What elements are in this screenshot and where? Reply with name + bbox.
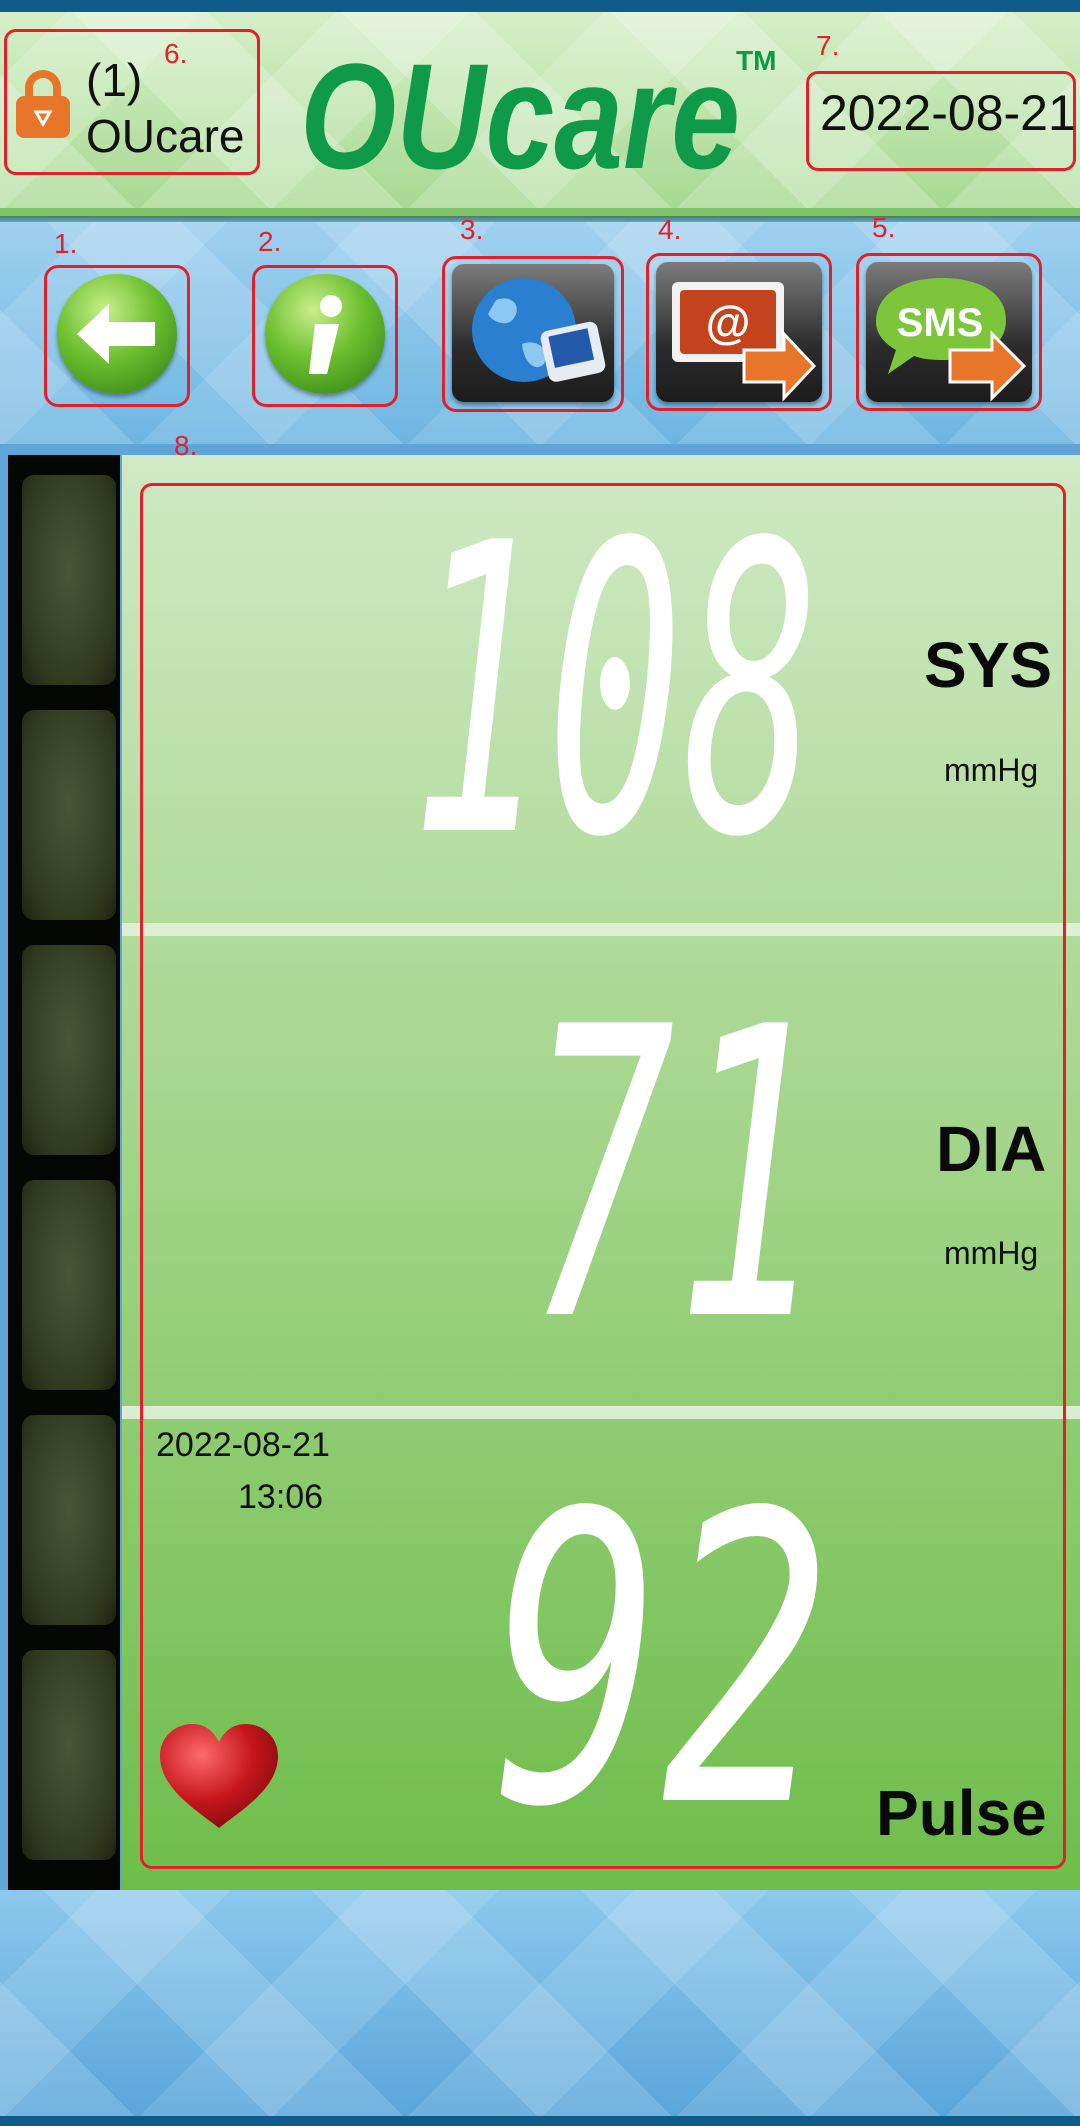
history-strip: [8, 455, 120, 1890]
email-send-icon: @: [656, 262, 822, 402]
dia-unit: mmHg: [944, 1235, 1039, 1271]
marker-4: 4.: [658, 214, 682, 245]
app-header: [0, 12, 1080, 216]
marker-8: 8.: [174, 430, 198, 461]
logo-text: OUcare: [300, 40, 740, 180]
user-index: (1): [86, 54, 143, 106]
marker-7: 7.: [816, 30, 840, 61]
email-button[interactable]: [646, 253, 832, 411]
dia-label: DIA: [936, 1113, 1047, 1185]
marker-2: 2.: [258, 226, 282, 257]
pulse-label: Pulse: [876, 1777, 1047, 1849]
header-date: 2022-08-21: [820, 85, 1076, 141]
sms-label: SMS: [897, 301, 984, 345]
web-upload-button[interactable]: [442, 256, 624, 412]
sms-button[interactable]: [856, 253, 1042, 411]
marker-5: 5.: [872, 212, 896, 243]
sms-send-icon: SMS: [866, 262, 1032, 402]
header-shadow: [0, 216, 1080, 222]
back-button[interactable]: [44, 265, 190, 407]
svg-text:@: @: [706, 296, 751, 348]
date-display[interactable]: [806, 71, 1076, 171]
reading-display[interactable]: [140, 483, 1066, 1869]
marker-3: 3.: [460, 214, 484, 245]
history-slot[interactable]: [22, 1180, 116, 1390]
marker-1: 1.: [54, 228, 78, 259]
user-label: (1) OUcare: [86, 52, 244, 164]
logo-trademark: TM: [736, 45, 776, 76]
pulse-value: 92: [492, 1490, 832, 1830]
back-arrow-icon: [57, 274, 177, 394]
marker-6: 6.: [164, 38, 188, 69]
footer-background: [0, 1890, 1080, 2116]
divider-sys-dia: [122, 923, 1080, 936]
sys-value-text: 108: [410, 520, 820, 860]
dia-value-text: 71: [525, 1004, 825, 1344]
reading-date: 2022-08-21: [156, 1426, 330, 1464]
pulse-value-text: 92: [492, 1490, 832, 1830]
sys-unit: mmHg: [944, 752, 1039, 788]
globe-computer-icon: [452, 264, 614, 402]
user-selector[interactable]: [4, 29, 260, 175]
history-slot[interactable]: [22, 1650, 116, 1860]
bottom-border: [0, 2116, 1080, 2126]
lock-icon: [16, 70, 70, 138]
divider-dia-pulse: [122, 1406, 1080, 1419]
info-icon: [265, 274, 385, 394]
info-button[interactable]: [252, 265, 398, 407]
app-logo: OUcare TM: [300, 40, 776, 180]
reading-panel: [122, 455, 1080, 1890]
user-name: OUcare: [86, 110, 245, 162]
history-slot[interactable]: [22, 475, 116, 685]
sys-label: SYS: [924, 629, 1053, 701]
history-slot[interactable]: [22, 710, 116, 920]
sys-value: 108: [410, 520, 820, 860]
reading-time: 13:06: [238, 1478, 324, 1516]
top-border: [0, 0, 1080, 12]
history-slot[interactable]: [22, 1415, 116, 1625]
dia-value: 71: [525, 1004, 825, 1344]
heart-icon: [160, 1724, 278, 1828]
history-slot[interactable]: [22, 945, 116, 1155]
